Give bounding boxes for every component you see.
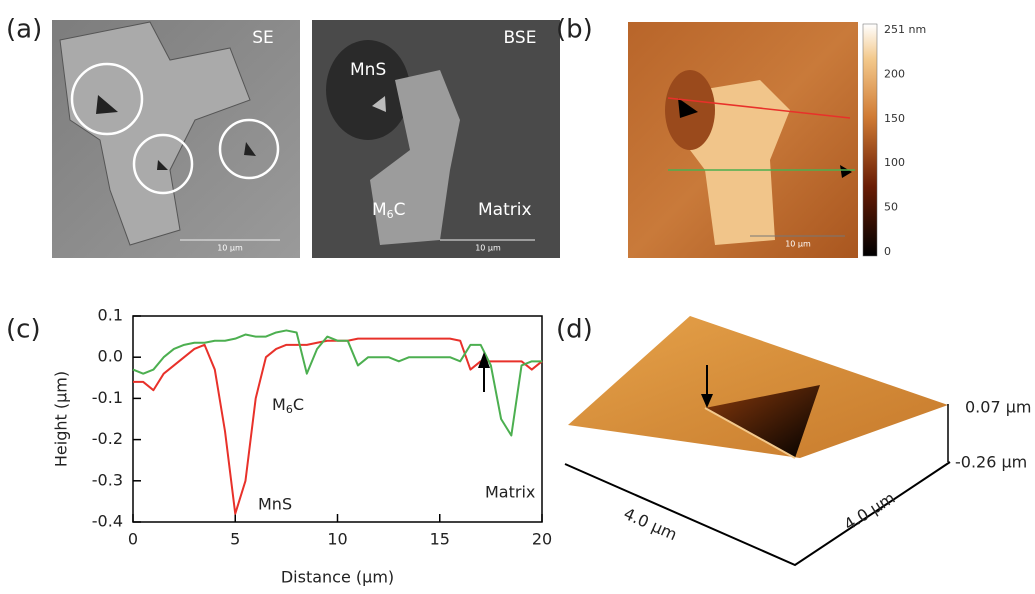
annotation-part: C: [293, 395, 304, 414]
y-tick-label: 0.0: [98, 347, 123, 366]
afm-image: 10 µm: [628, 22, 877, 258]
x-tick-label: 10: [327, 530, 347, 549]
panel-label: (d): [556, 315, 593, 345]
colorbar-label: 251 nm: [884, 23, 926, 36]
y-axis-label: Height (µm): [52, 371, 71, 467]
colorbar: [863, 24, 877, 256]
page: {"panels": { "a": {"label": "(a)", "se":…: [0, 0, 1035, 590]
y-tick-label: -0.4: [92, 512, 123, 531]
annotation: Matrix: [485, 483, 535, 502]
scale-text: 10 µm: [217, 244, 243, 253]
y-tick-label: -0.3: [92, 470, 123, 489]
z-bottom: -0.26 µm: [955, 453, 1027, 472]
x-axis-label: Distance (µm): [281, 568, 394, 587]
x-tick-label: 0: [128, 530, 138, 549]
annotation: MnS: [258, 495, 292, 514]
y-tick-label: 0.1: [98, 306, 123, 325]
colorbar-label: 50: [884, 201, 898, 214]
mns-label: MnS: [350, 60, 386, 80]
base-axes: [565, 462, 950, 565]
colorbar-label: 200: [884, 67, 905, 80]
m6c-part: C: [394, 200, 406, 220]
y-tick-label: -0.2: [92, 429, 123, 448]
scale-text: 10 µm: [785, 240, 811, 249]
y-length: 4.0 µm: [841, 488, 899, 534]
panel-label: (a): [6, 15, 42, 45]
panel-label: (c): [6, 315, 41, 345]
annotation: M6C: [272, 395, 304, 417]
panel-label: (b): [556, 15, 593, 45]
x-tick-label: 15: [430, 530, 450, 549]
colorbar-labels: 251 nm 200 150 100 50 0: [884, 23, 926, 258]
x-tick-label: 5: [230, 530, 240, 549]
bse-label: BSE: [504, 28, 537, 48]
se-label: SE: [252, 28, 274, 48]
series-line: [133, 330, 542, 435]
matrix-label: Matrix: [478, 200, 532, 220]
afm-3d: 0.07 µm -0.26 µm 4.0 µm 4.0 µm: [565, 316, 1031, 565]
y-tick-label: -0.1: [92, 388, 123, 407]
scale-text: 10 µm: [475, 244, 501, 253]
m6c-sub: 6: [387, 208, 394, 221]
m6c-part: M: [372, 200, 387, 220]
x-tick-label: 20: [532, 530, 552, 549]
z-top: 0.07 µm: [965, 398, 1031, 417]
line-chart: 0 5 10 15 20 0.1 0.0 -0.1 -0.2 -0.3 -0.4 Distance (…: [52, 306, 553, 587]
bse-image: 10 µm BSE MnS M6C Matrix: [312, 20, 560, 258]
colorbar-label: 150: [884, 112, 905, 125]
annotation-part: 6: [286, 403, 293, 416]
figure: (a) 10 µm SE 10 µm BSE MnS M6C Matrix (b…: [0, 0, 1035, 590]
annotation-part: M: [272, 395, 286, 414]
se-image: 10 µm SE: [52, 20, 300, 258]
colorbar-label: 0: [884, 245, 891, 258]
colorbar-label: 100: [884, 156, 905, 169]
